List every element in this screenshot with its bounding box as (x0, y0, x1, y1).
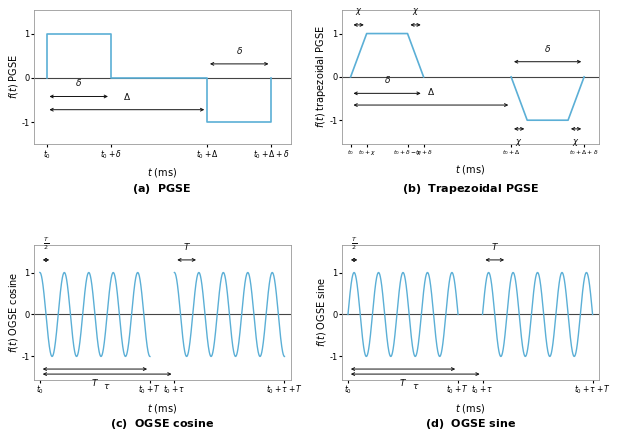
Text: $\mathbf{(b)}$  Trapezoidal PGSE: $\mathbf{(b)}$ Trapezoidal PGSE (402, 182, 539, 196)
Text: $\chi$: $\chi$ (412, 6, 419, 17)
Text: $T$: $T$ (183, 241, 191, 252)
Text: $\Delta$: $\Delta$ (427, 86, 435, 97)
Text: $\mathbf{(d)}$  OGSE sine: $\mathbf{(d)}$ OGSE sine (425, 417, 516, 431)
X-axis label: $t$ (ms): $t$ (ms) (455, 402, 485, 415)
Text: $\Delta$: $\Delta$ (123, 91, 131, 102)
X-axis label: $t$ (ms): $t$ (ms) (455, 163, 485, 176)
Text: $\delta$: $\delta$ (544, 43, 551, 54)
Text: $\delta$: $\delta$ (75, 77, 82, 88)
X-axis label: $t$ (ms): $t$ (ms) (147, 402, 177, 415)
Text: $\delta$: $\delta$ (384, 74, 391, 85)
Y-axis label: $f(t)$ trapezoidal PGSE: $f(t)$ trapezoidal PGSE (314, 25, 328, 128)
Y-axis label: $f(t)$ OGSE cosine: $f(t)$ OGSE cosine (7, 272, 20, 353)
Text: $\frac{T}{2}$: $\frac{T}{2}$ (43, 235, 49, 252)
Text: $\mathbf{(a)}$  PGSE: $\mathbf{(a)}$ PGSE (132, 182, 192, 196)
Y-axis label: $f(t)$ OGSE sine: $f(t)$ OGSE sine (315, 278, 328, 348)
Text: $\tau$: $\tau$ (103, 382, 111, 391)
Text: $\frac{T}{2}$: $\frac{T}{2}$ (351, 235, 357, 252)
Y-axis label: $f(t)$ PGSE: $f(t)$ PGSE (7, 54, 20, 99)
Text: $T$: $T$ (91, 377, 99, 388)
Text: $\chi$: $\chi$ (516, 137, 523, 148)
Text: $T$: $T$ (491, 241, 499, 252)
Text: $\delta$: $\delta$ (236, 45, 243, 56)
Text: $\chi$: $\chi$ (573, 137, 580, 148)
Text: $\mathbf{(c)}$  OGSE cosine: $\mathbf{(c)}$ OGSE cosine (110, 417, 214, 431)
Text: $T$: $T$ (399, 377, 407, 388)
Text: $\chi$: $\chi$ (355, 6, 363, 17)
Text: $\tau$: $\tau$ (412, 382, 419, 391)
X-axis label: $t$ (ms): $t$ (ms) (147, 166, 177, 179)
